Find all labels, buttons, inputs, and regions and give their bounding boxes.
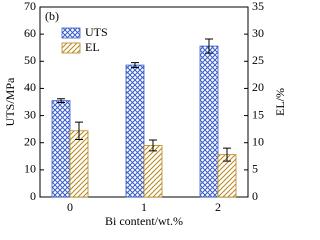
error-bar <box>131 62 139 69</box>
legend-swatch <box>61 42 81 54</box>
y2-tick-label: 0 <box>252 189 258 203</box>
bar <box>199 45 219 198</box>
x-tick-label: 0 <box>67 200 73 214</box>
bar <box>69 130 89 198</box>
x-tick-label: 1 <box>141 200 147 214</box>
error-bar <box>75 121 83 140</box>
y-tick-label: 30 <box>24 107 36 121</box>
error-bar <box>223 147 231 162</box>
y2-tick-label: 35 <box>252 0 264 13</box>
error-bar <box>205 38 213 54</box>
y2-tick-label: 5 <box>252 162 258 176</box>
y2-tick-label: 20 <box>252 80 264 94</box>
chart: (b) Bi content/wt.% UTS/MPa EL/% 0102030… <box>3 0 287 228</box>
error-bar <box>57 98 65 104</box>
y2-tick-label: 10 <box>252 134 264 148</box>
y-tick-label: 10 <box>24 162 36 176</box>
y-tick-label: 50 <box>24 53 36 67</box>
y2-tick-label: 15 <box>252 107 264 121</box>
y2-axis-label: EL/% <box>273 88 287 116</box>
x-tick-label: 2 <box>215 200 221 214</box>
y-tick-label: 70 <box>24 0 36 13</box>
legend-swatch <box>61 27 81 39</box>
legend-label: EL <box>85 40 100 54</box>
error-bar <box>149 139 157 152</box>
y2-tick-label: 25 <box>252 53 264 67</box>
bar <box>51 100 71 198</box>
x-axis-label: Bi content/wt.% <box>105 214 183 228</box>
bar <box>143 145 163 198</box>
bar <box>125 64 145 198</box>
y2-tick-label: 30 <box>252 26 264 40</box>
y-tick-label: 0 <box>30 189 36 203</box>
y-tick-label: 60 <box>24 26 36 40</box>
panel-label: (b) <box>45 9 59 23</box>
y-axis-label: UTS/MPa <box>3 77 17 126</box>
y-tick-label: 20 <box>24 134 36 148</box>
legend-label: UTS <box>85 25 108 39</box>
y-tick-label: 40 <box>24 80 36 94</box>
